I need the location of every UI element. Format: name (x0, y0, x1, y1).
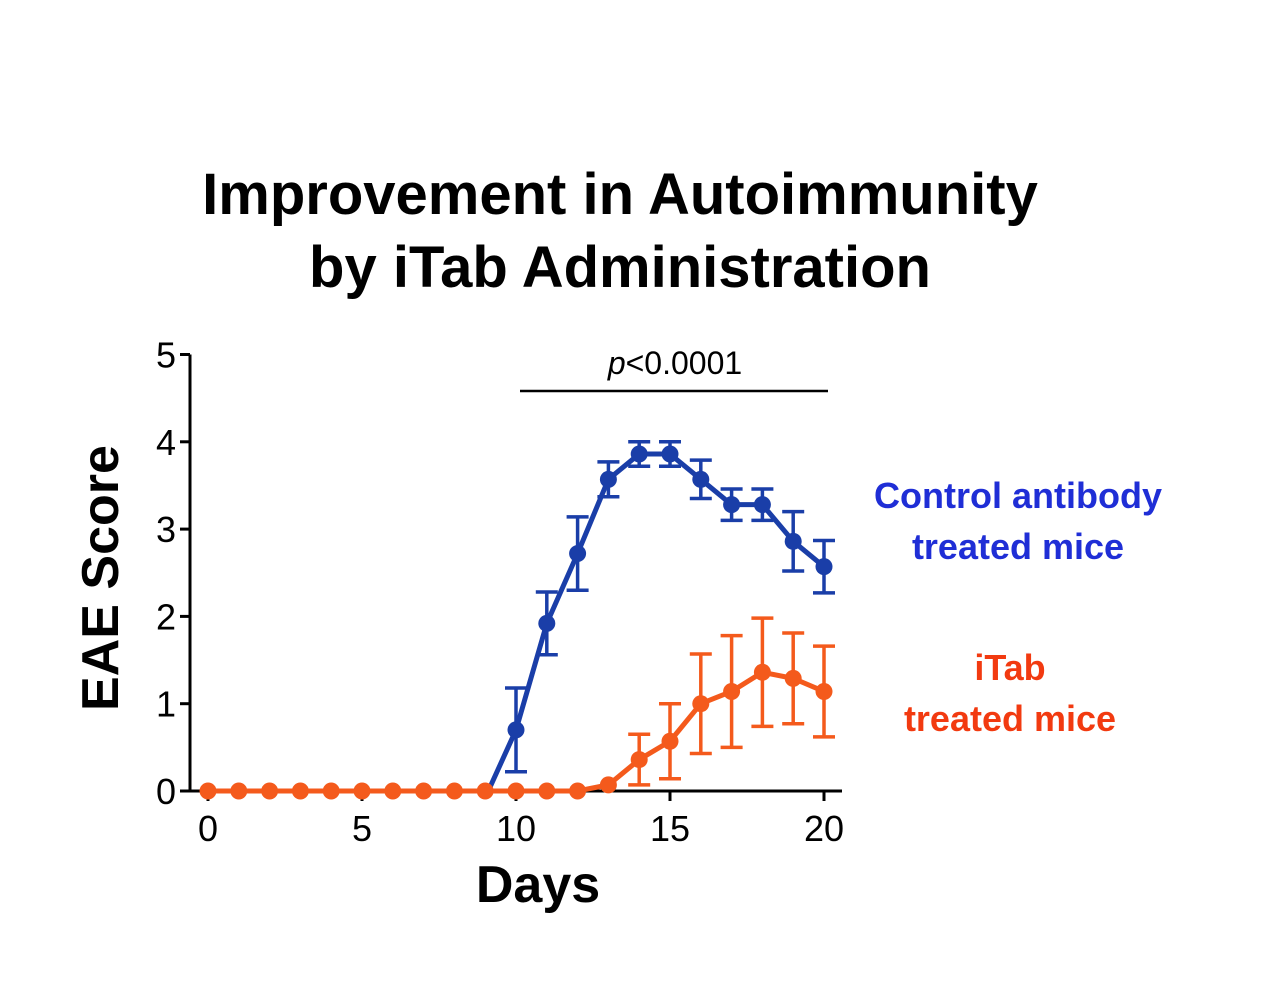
y-tick-label: 1 (156, 684, 176, 725)
data-point (815, 558, 833, 576)
data-point (599, 470, 617, 488)
significance-label: p<0.0001 (607, 345, 742, 381)
x-axis-label: Days (476, 856, 600, 914)
data-point (507, 782, 525, 800)
legend-itab-line1: iTab (974, 647, 1045, 688)
data-point (507, 721, 525, 739)
data-point (692, 470, 710, 488)
data-point (599, 776, 617, 794)
y-tick-label: 4 (156, 422, 176, 463)
data-point (784, 532, 802, 550)
data-point (692, 695, 710, 713)
data-point (538, 614, 556, 632)
y-tick-label: 5 (156, 335, 176, 376)
series-1 (199, 616, 835, 800)
chart-title-line1: Improvement in Autoimmunity (202, 162, 1038, 227)
data-point (230, 782, 248, 800)
legend-itab-line2: treated mice (904, 698, 1116, 739)
data-point (322, 782, 340, 800)
x-tick-label: 20 (804, 808, 844, 849)
data-point (415, 782, 433, 800)
data-point (538, 782, 556, 800)
data-point (723, 682, 741, 700)
significance-annotation: p<0.0001 (520, 345, 828, 393)
x-tick-label: 5 (352, 808, 372, 849)
data-point (784, 669, 802, 687)
data-point (476, 782, 494, 800)
data-point (630, 751, 648, 769)
significance-value: <0.0001 (626, 345, 743, 381)
y-axis-label: EAE Score (72, 445, 130, 711)
data-point (661, 732, 679, 750)
data-point (384, 782, 402, 800)
x-tick-label: 10 (496, 808, 536, 849)
y-tick-label: 3 (156, 509, 176, 550)
x-tick-label: 0 (198, 808, 218, 849)
axes: 0 1 2 3 4 5 0 5 10 15 20 (156, 335, 844, 850)
data-point (815, 682, 833, 700)
series-layer (199, 440, 835, 800)
data-point (199, 782, 217, 800)
legend-control-line2: treated mice (912, 526, 1124, 567)
data-point (261, 782, 279, 800)
data-point (445, 782, 463, 800)
y-tick-label: 0 (156, 771, 176, 812)
series-0 (486, 440, 835, 793)
data-point (630, 445, 648, 463)
data-point (353, 782, 371, 800)
data-point (753, 496, 771, 514)
y-tick-label: 2 (156, 596, 176, 637)
x-tick-label: 15 (650, 808, 690, 849)
data-point (569, 782, 587, 800)
data-point (661, 445, 679, 463)
data-point (291, 782, 309, 800)
significance-p: p (607, 345, 626, 381)
legend-control-line1: Control antibody (874, 475, 1162, 516)
data-point (569, 545, 587, 563)
chart-title-line2: by iTab Administration (309, 235, 931, 300)
data-point (753, 663, 771, 681)
data-point (723, 496, 741, 514)
